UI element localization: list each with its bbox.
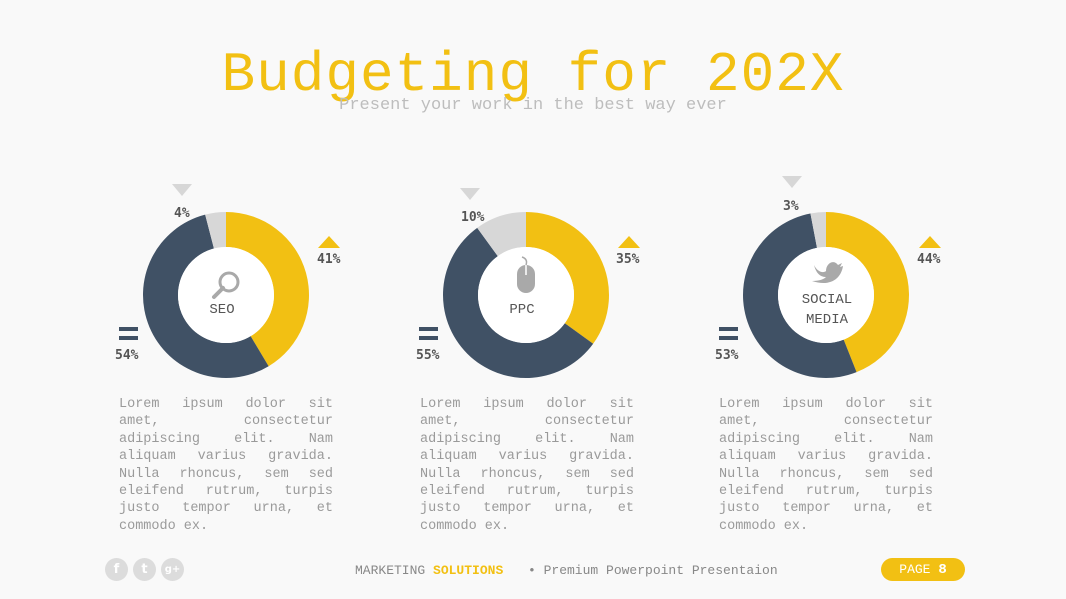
donut-chart: [419, 188, 640, 378]
down-percent: 10%: [461, 210, 485, 225]
center-label-line: MEDIA: [805, 312, 848, 328]
center-label-line: PPC: [509, 302, 535, 318]
brand-name: MARKETING SOLUTIONS: [355, 563, 503, 578]
search-handle: [212, 286, 225, 299]
down-segment: [810, 212, 826, 248]
page-label: PAGE: [899, 562, 931, 577]
down-segment: [477, 212, 526, 257]
donut-hole: [178, 247, 274, 343]
twitter-bird-shape: [812, 262, 843, 284]
down-triangle-icon: [782, 176, 802, 188]
page-number: 8: [938, 562, 947, 578]
google-plus-icon[interactable]: g+: [161, 558, 184, 581]
search-lens: [218, 271, 240, 293]
up-percent: 44%: [917, 252, 941, 267]
mouse-icon: [517, 256, 535, 293]
donut-hole: [478, 247, 574, 343]
equal-percent: 55%: [416, 348, 440, 363]
equal-percent: 54%: [115, 348, 139, 363]
search-icon: [212, 271, 240, 299]
up-triangle-icon: [318, 236, 340, 248]
up-triangle-icon: [919, 236, 941, 248]
up-segment: [826, 212, 909, 373]
down-triangle-icon: [172, 184, 192, 196]
center-label-line: SOCIAL: [801, 292, 853, 308]
equal-bar-top: [419, 327, 438, 331]
brand-accent: SOLUTIONS: [433, 563, 504, 578]
tagline: • Premium Powerpoint Presentaion: [528, 563, 778, 578]
down-segment: [205, 212, 226, 249]
center-label: SOCIAL MEDIA: [787, 290, 867, 330]
equal-bar-bottom: [119, 336, 138, 340]
chart-seo: SEO 4% 41% 54% Lorem ipsum dolor sit ame…: [110, 170, 380, 534]
page-subtitle: Present your work in the best way ever: [339, 96, 727, 115]
equal-segment: [743, 213, 857, 378]
up-percent: 35%: [616, 252, 640, 267]
page-title: Budgeting for 202X: [221, 43, 845, 107]
chart-ppc: PPC 10% 35% 55% Lorem ipsum dolor sit am…: [410, 170, 680, 534]
brand-prefix: MARKETING: [355, 563, 426, 578]
equal-bar-bottom: [419, 336, 438, 340]
description-text: Lorem ipsum dolor sit amet, consectetur …: [420, 397, 634, 534]
page-number-badge: PAGE 8: [881, 558, 965, 581]
donut-hole: [778, 247, 874, 343]
facebook-icon[interactable]: f: [105, 558, 128, 581]
center-label-line: SEO: [209, 302, 235, 318]
donut-chart: [119, 184, 340, 379]
down-triangle-icon: [460, 188, 480, 200]
mouse-body: [517, 265, 535, 293]
description-text: Lorem ipsum dolor sit amet, consectetur …: [119, 397, 333, 534]
down-percent: 3%: [783, 199, 799, 214]
description-text: Lorem ipsum dolor sit amet, consectetur …: [719, 397, 933, 534]
equal-bar-top: [119, 327, 138, 331]
equal-percent: 53%: [715, 348, 739, 363]
equal-bar-bottom: [719, 336, 738, 340]
down-percent: 4%: [174, 206, 190, 221]
twitter-bird-icon: [812, 262, 843, 284]
twitter-icon[interactable]: t: [133, 558, 156, 581]
center-label: SEO: [187, 300, 257, 320]
up-triangle-icon: [618, 236, 640, 248]
equal-segment: [142, 214, 269, 379]
center-label: PPC: [487, 300, 557, 320]
mouse-cable: [521, 256, 528, 266]
equal-bar-top: [719, 327, 738, 331]
equal-sign-icon: [119, 327, 138, 340]
chart-social-media: SOCIAL MEDIA 3% 44% 53% Lorem ipsum dolo…: [710, 170, 980, 534]
equal-segment: [443, 227, 594, 378]
donut-chart: [719, 176, 941, 378]
equal-sign-icon: [719, 327, 738, 340]
up-segment: [226, 212, 309, 367]
up-segment: [526, 212, 609, 344]
up-percent: 41%: [317, 252, 341, 267]
equal-sign-icon: [419, 327, 438, 340]
